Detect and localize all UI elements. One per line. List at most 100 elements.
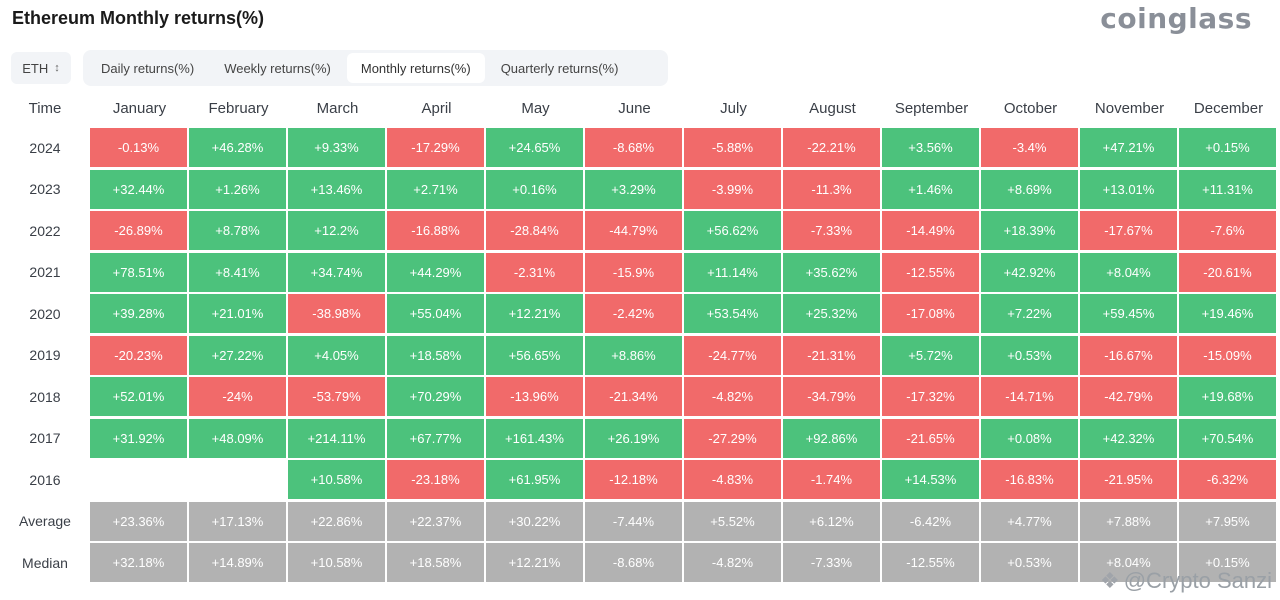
return-cell: -42.79%	[1080, 377, 1177, 416]
return-cell: +52.01%	[90, 377, 187, 416]
month-header-may: May	[521, 100, 550, 117]
year-label: 2019	[29, 347, 61, 364]
time-column-header: Time	[28, 100, 62, 117]
tab-daily[interactable]: Daily returns(%)	[101, 60, 195, 76]
return-cell: +25.32%	[783, 294, 880, 333]
return-cell: +12.21%	[486, 294, 583, 333]
return-cell: +31.92%	[90, 418, 187, 458]
return-cell: +46.28%	[189, 128, 286, 167]
tab-quarterly[interactable]: Quarterly returns(%)	[500, 60, 619, 76]
asset-select[interactable]: ETH ↕	[11, 52, 71, 84]
return-cell: +30.22%	[486, 501, 583, 541]
return-cell: -28.84%	[486, 211, 583, 250]
table-row: 2024 -0.13% +46.28% +9.33% -17.29% +24.65% -8.…	[0, 127, 1278, 169]
return-cell: -6.42%	[882, 501, 979, 541]
return-cell: -16.88%	[387, 211, 484, 250]
year-label: 2024	[29, 139, 61, 156]
stat-row: Average +23.36% +17.13% +22.86% +22.37% +30.2…	[0, 501, 1278, 543]
return-cell: +67.77%	[387, 418, 484, 458]
return-cell: +6.12%	[783, 501, 880, 541]
return-cell: +19.68%	[1179, 377, 1276, 416]
return-cell: -44.79%	[585, 211, 682, 250]
return-cell: +24.65%	[486, 128, 583, 167]
return-cell: +7.95%	[1179, 501, 1276, 541]
page-title: Ethereum Monthly returns(%)	[12, 8, 265, 28]
return-cell: +56.62%	[684, 211, 781, 250]
return-cell: +0.16%	[486, 169, 583, 209]
return-cell: +12.2%	[288, 211, 385, 250]
return-cell: -7.6%	[1179, 211, 1276, 250]
return-cell: -15.09%	[1179, 335, 1276, 375]
return-cell: -8.68%	[585, 128, 682, 167]
return-cell: +56.65%	[486, 335, 583, 375]
return-cell: +8.41%	[189, 252, 286, 292]
return-cell: -7.44%	[585, 501, 682, 541]
return-cell: +32.44%	[90, 169, 187, 209]
return-cell: -6.32%	[1179, 460, 1276, 499]
return-cell: +42.32%	[1080, 418, 1177, 458]
return-cell: -17.29%	[387, 128, 484, 167]
year-label: 2021	[29, 264, 61, 281]
return-cell: +27.22%	[189, 335, 286, 375]
return-cell: +42.92%	[981, 252, 1078, 292]
return-cell: -1.74%	[783, 460, 880, 499]
month-header-december: December	[1193, 100, 1264, 117]
return-cell: +70.54%	[1179, 418, 1276, 458]
return-cell: +55.04%	[387, 294, 484, 333]
return-cell: +11.14%	[684, 252, 781, 292]
return-cell: +70.29%	[387, 377, 484, 416]
return-cell: -15.9%	[585, 252, 682, 292]
month-header-april: April	[421, 100, 452, 117]
return-cell: -2.42%	[585, 294, 682, 333]
return-cell	[90, 460, 187, 499]
return-cell: -16.67%	[1080, 335, 1177, 375]
return-cell: -17.67%	[1080, 211, 1177, 250]
return-cell: +53.54%	[684, 294, 781, 333]
return-cell: -34.79%	[783, 377, 880, 416]
return-cell: +8.86%	[585, 335, 682, 375]
table-row: 2021 +78.51% +8.41% +34.74% +44.29% -2.31% -15…	[0, 252, 1278, 294]
return-cell: +3.29%	[585, 169, 682, 209]
return-cell: -3.99%	[684, 169, 781, 209]
tab-weekly[interactable]: Weekly returns(%)	[224, 60, 331, 76]
return-cell: +4.05%	[288, 335, 385, 375]
return-cell: -53.79%	[288, 377, 385, 416]
return-cell: +22.37%	[387, 501, 484, 541]
return-cell: +214.11%	[288, 418, 385, 458]
returns-period-tabs: Daily returns(%) Weekly returns(%) Monthly…	[83, 50, 668, 86]
year-label: 2022	[29, 222, 61, 239]
chevron-updown-icon: ↕	[54, 61, 60, 74]
return-cell: -3.4%	[981, 128, 1078, 167]
return-cell: -4.83%	[684, 460, 781, 499]
return-cell: +78.51%	[90, 252, 187, 292]
return-cell: -12.55%	[882, 543, 979, 582]
month-header-march: March	[316, 100, 359, 117]
return-cell: +44.29%	[387, 252, 484, 292]
month-header-september: September	[894, 100, 969, 117]
diamond-logo-icon: ❖	[1099, 568, 1120, 593]
return-cell: +2.71%	[387, 169, 484, 209]
return-cell: -27.29%	[684, 418, 781, 458]
return-cell: -4.82%	[684, 543, 781, 582]
return-cell: -2.31%	[486, 252, 583, 292]
return-cell: +14.53%	[882, 460, 979, 499]
month-header-november: November	[1094, 100, 1165, 117]
return-cell: -21.65%	[882, 418, 979, 458]
monthly-returns-table: Time January February March April May June July…	[0, 90, 1278, 584]
return-cell: -12.18%	[585, 460, 682, 499]
return-cell: +18.39%	[981, 211, 1078, 250]
asset-select-value: ETH	[22, 60, 49, 76]
return-cell: +59.45%	[1080, 294, 1177, 333]
coinglass-logo: coinglass	[1100, 2, 1252, 35]
return-cell: +0.08%	[981, 418, 1078, 458]
return-cell: +39.28%	[90, 294, 187, 333]
return-cell: -24.77%	[684, 335, 781, 375]
return-cell: +0.15%	[1179, 543, 1276, 582]
return-cell: -21.31%	[783, 335, 880, 375]
table-row: 2022 -26.89% +8.78% +12.2% -16.88% -28.84% -44…	[0, 210, 1278, 252]
table-row: 2023 +32.44% +1.26% +13.46% +2.71% +0.16% +3.2…	[0, 169, 1278, 211]
tab-monthly[interactable]: Monthly returns(%)	[346, 53, 485, 83]
return-cell: +7.22%	[981, 294, 1078, 333]
return-cell: +1.26%	[189, 169, 286, 209]
return-cell: -21.95%	[1080, 460, 1177, 499]
